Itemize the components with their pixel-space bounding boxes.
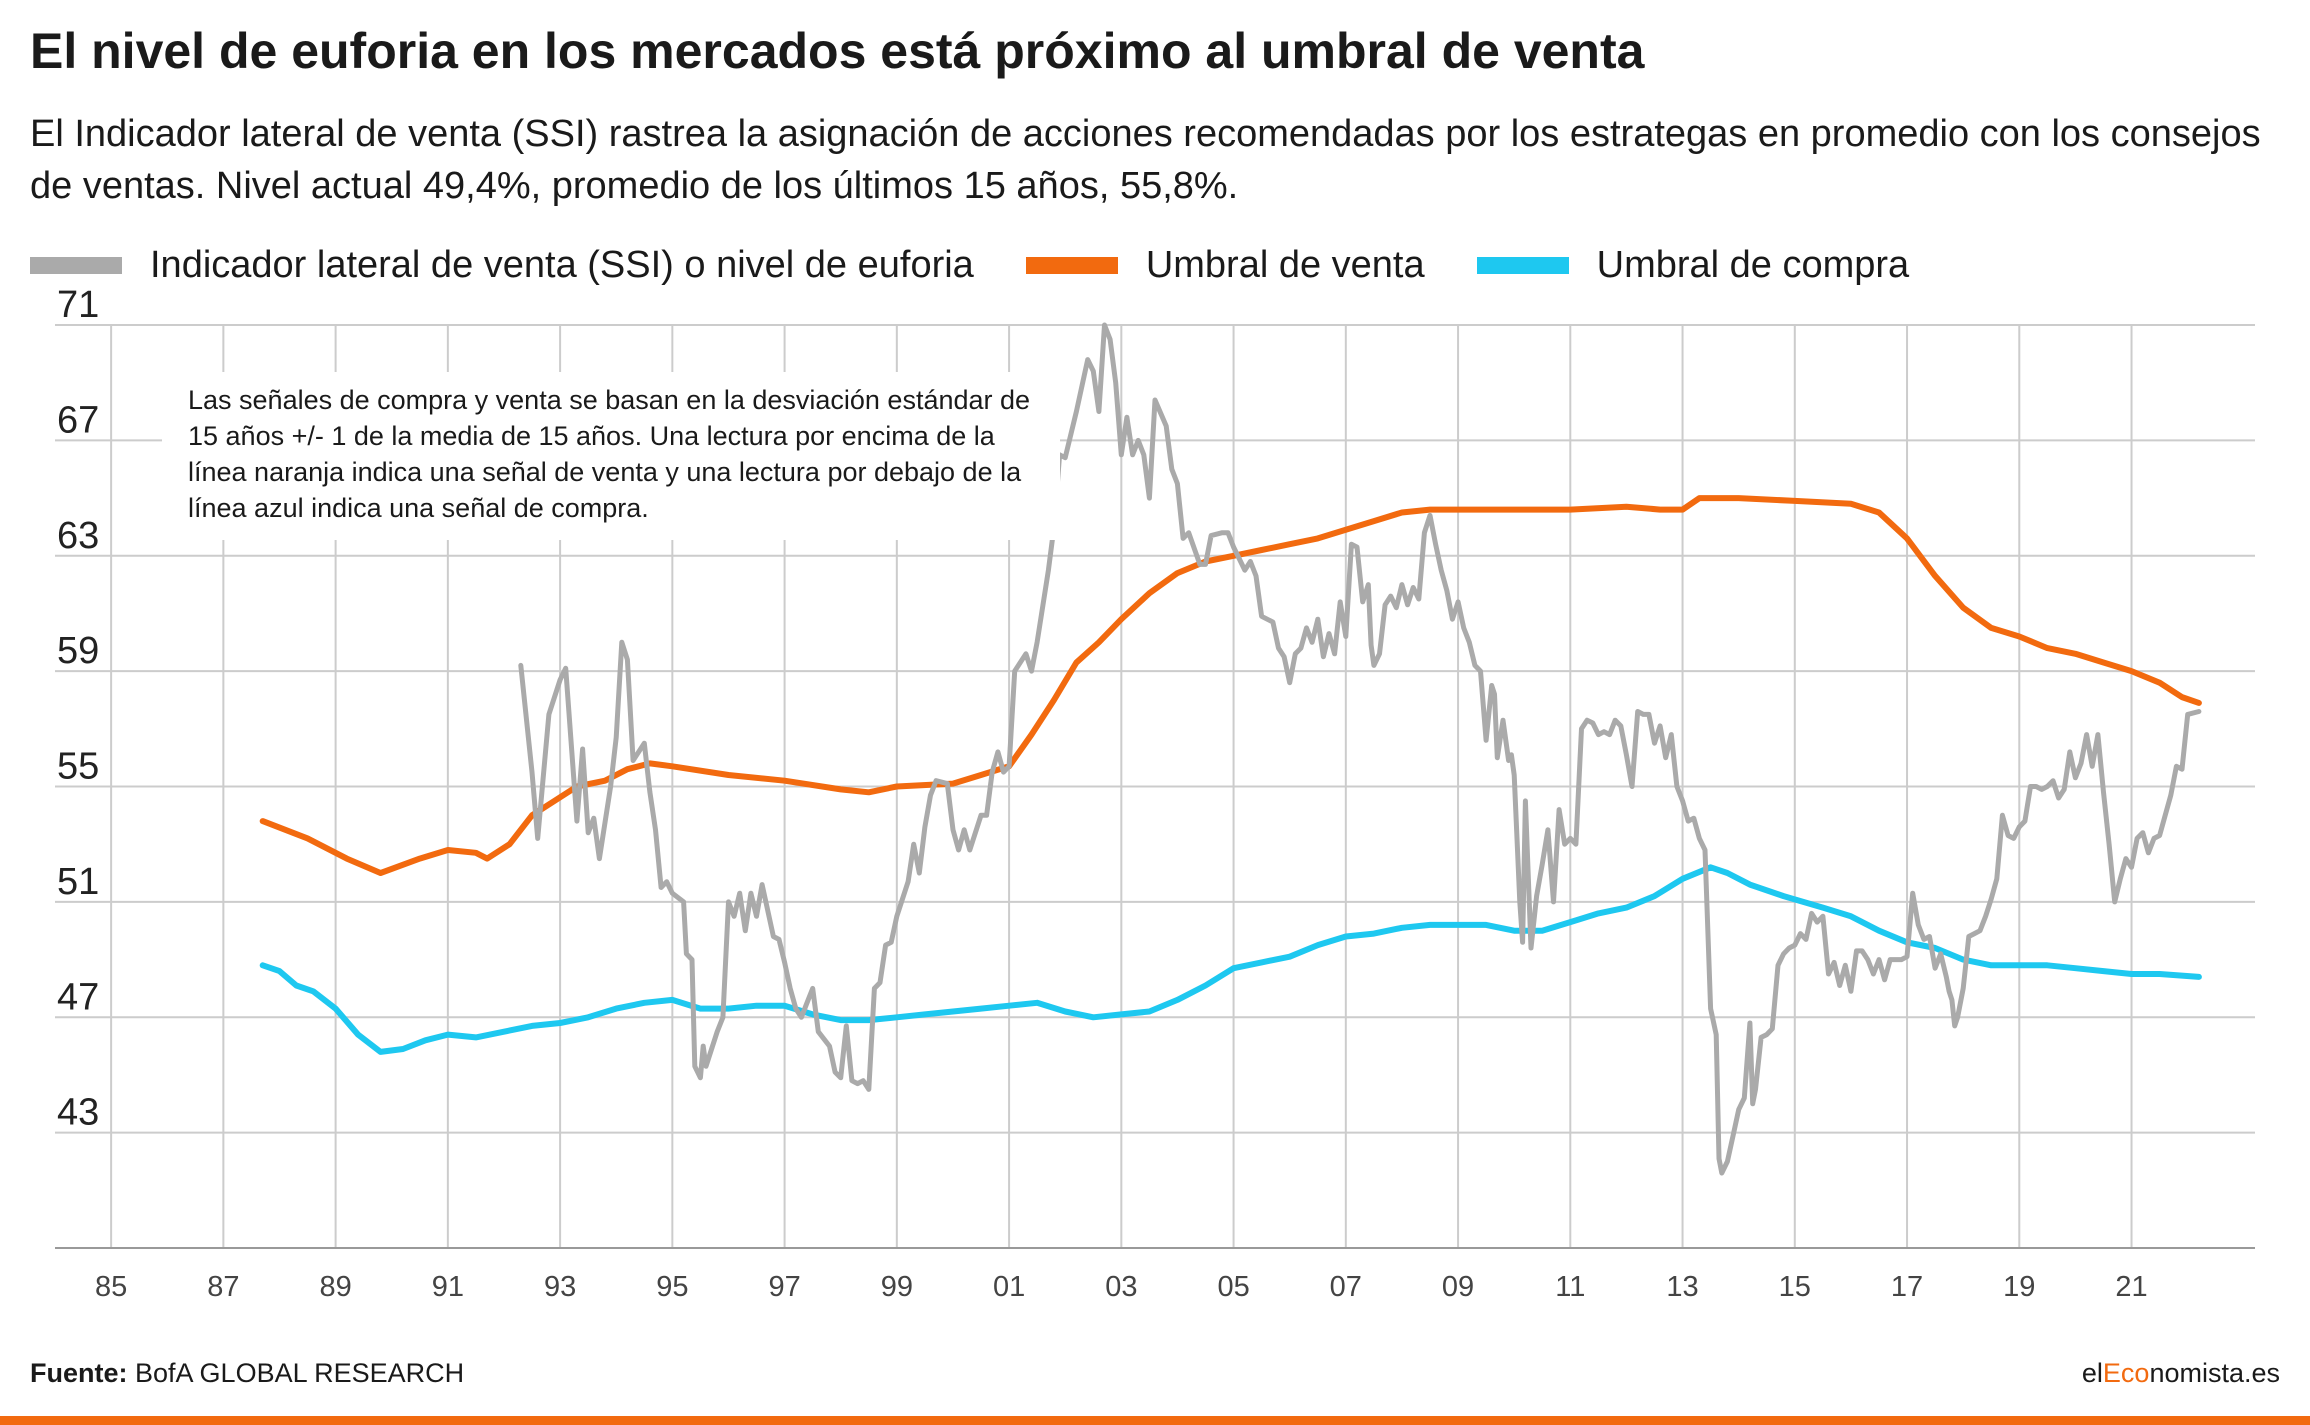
x-tick-label: 99 <box>881 1271 913 1303</box>
legend-swatch-ssi <box>30 256 122 274</box>
y-tick-label: 63 <box>57 515 99 557</box>
y-tick-label: 51 <box>57 861 99 903</box>
source-note: Fuente: BofA GLOBAL RESEARCH <box>30 1358 464 1389</box>
x-tick-label: 15 <box>1779 1271 1811 1303</box>
legend-item-sell: Umbral de venta <box>1025 243 1425 287</box>
x-tick-label: 95 <box>656 1271 688 1303</box>
x-tick-label: 91 <box>432 1271 464 1303</box>
chart-subtitle: El Indicador lateral de venta (SSI) rast… <box>30 113 2261 207</box>
series-line-sell-threshold <box>259 495 2202 876</box>
brand-post: nomista.es <box>2149 1358 2280 1388</box>
legend-item-ssi: Indicador lateral de venta (SSI) o nivel… <box>30 244 974 287</box>
legend-label-ssi: Indicador lateral de venta (SSI) o nivel… <box>150 243 974 286</box>
y-tick-label: 59 <box>57 630 99 672</box>
x-tick-label: 05 <box>1217 1271 1249 1303</box>
source-text: BofA GLOBAL RESEARCH <box>127 1358 465 1388</box>
x-tick-label: 85 <box>95 1271 127 1303</box>
y-tick-label: 47 <box>57 976 99 1018</box>
y-tick-label: 67 <box>57 399 99 441</box>
x-tick-label: 87 <box>207 1271 239 1303</box>
y-tick-label: 55 <box>57 746 99 788</box>
legend-item-buy: Umbral de compra <box>1476 243 1910 287</box>
x-tick-label: 97 <box>768 1271 800 1303</box>
series-line-ssi <box>518 322 2202 1176</box>
x-tick-label: 21 <box>2115 1271 2147 1303</box>
y-tick-label: 43 <box>57 1092 99 1134</box>
x-tick-label: 11 <box>1555 1271 1585 1303</box>
source-label: Fuente: <box>30 1358 128 1388</box>
legend-swatch-buy <box>1476 256 1569 274</box>
x-tick-label: 17 <box>1891 1271 1923 1303</box>
x-tick-label: 03 <box>1105 1271 1137 1303</box>
brand-pre: el <box>2081 1358 2103 1388</box>
x-tick-label: 93 <box>544 1271 576 1303</box>
x-tick-label: 07 <box>1330 1271 1362 1303</box>
x-tick-label: 89 <box>319 1271 351 1303</box>
brand-logo: elEconomista.es <box>2082 1358 2280 1389</box>
legend-label-sell: Umbral de venta <box>1145 243 1425 286</box>
y-tick-label: 71 <box>57 284 99 326</box>
legend-swatch-sell <box>1025 256 1118 274</box>
series-line-buy-threshold <box>259 864 2202 1055</box>
brand-accent: Eco <box>2102 1358 2150 1388</box>
chart-title: El nivel de euforia en los mercados está… <box>30 23 1645 79</box>
legend-label-buy: Umbral de compra <box>1596 243 1910 286</box>
x-tick-label: 19 <box>2003 1271 2035 1303</box>
chart-plot: 43 47 51 55 59 63 67 71 85 87 89 91 93 95 97 99 01 03 05 07… <box>55 284 2255 1303</box>
x-tick-label: 01 <box>993 1271 1025 1303</box>
x-tick-label: 09 <box>1442 1271 1474 1303</box>
annotation-box: Las señales de compra y venta se basan e… <box>162 372 1060 540</box>
legend: Indicador lateral de venta (SSI) o nivel… <box>30 240 1961 290</box>
bottom-accent-bar <box>0 1416 2310 1425</box>
x-tick-label: 13 <box>1666 1271 1698 1303</box>
